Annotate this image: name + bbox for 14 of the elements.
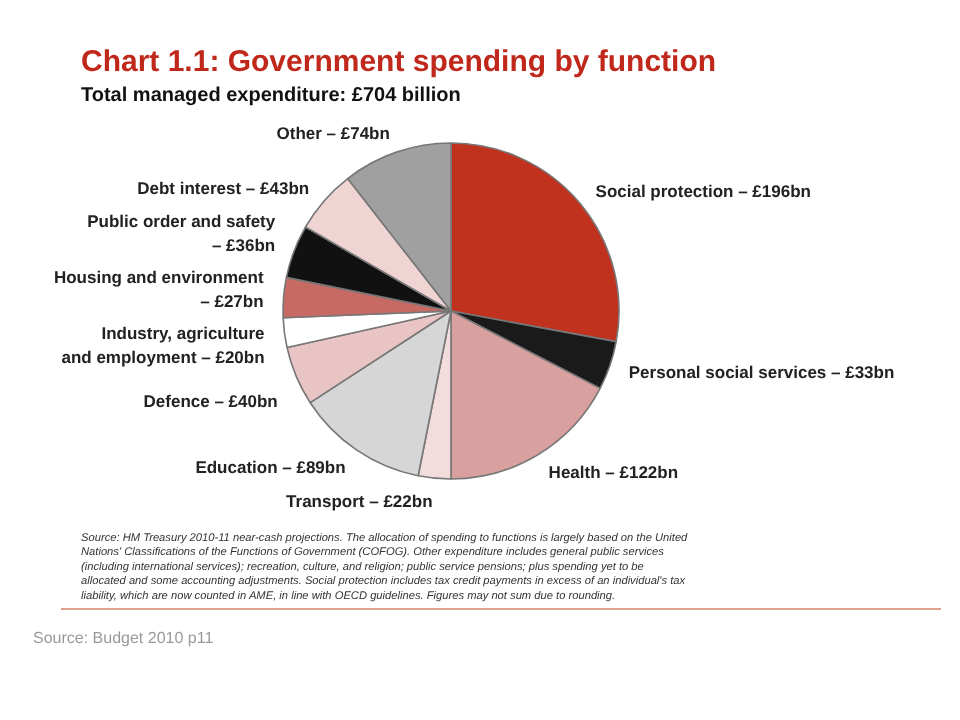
slice-label: Education – £89bn <box>195 456 346 477</box>
slice-label: Defence – £40bn <box>143 391 278 412</box>
chart-subtitle: Total managed expenditure: £704 billion <box>81 85 461 107</box>
slice-label: Housing and environment – £27bn <box>53 267 264 312</box>
slice-label: Public order and safety – £36bn <box>87 211 276 256</box>
slice-label: Social protection – £196bn <box>595 180 811 201</box>
slice-label: Other – £74bn <box>276 123 390 144</box>
slice-label: Health – £122bn <box>548 461 679 482</box>
chart-title: Chart 1.1: Government spending by function <box>81 45 717 79</box>
source-note: Source: Budget 2010 p11 <box>33 629 215 647</box>
slice-label: Transport – £22bn <box>286 490 433 511</box>
slice-label: Industry, agriculture and employment – £20bn <box>61 323 266 368</box>
slice-label: Debt interest – £43bn <box>137 177 310 198</box>
slice-label: Personal social services – £33bn <box>628 362 895 383</box>
